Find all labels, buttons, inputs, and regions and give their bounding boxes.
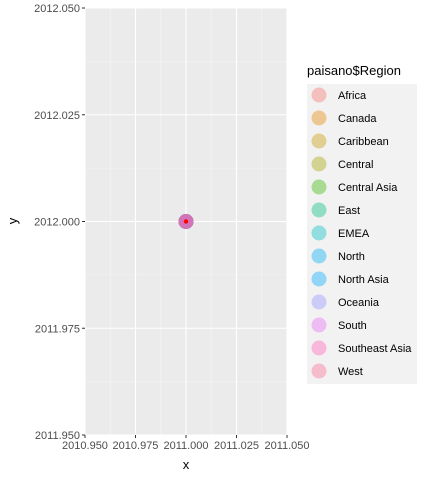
legend-key-oceania — [312, 295, 327, 310]
x-axis-title: x — [183, 457, 190, 472]
legend-key-north — [312, 249, 327, 264]
legend-label: East — [338, 205, 360, 217]
y-tick-label: 2012.050 — [34, 3, 80, 15]
legend-label: EMEA — [338, 228, 370, 240]
x-tick-label: 2011.050 — [264, 440, 309, 452]
legend-key-west — [312, 364, 327, 379]
legend-key-caribbean — [312, 134, 327, 149]
x-axis: 2010.950 2010.975 2011.000 2011.025 2011.050 — [62, 435, 309, 452]
x-tick-label: 2010.950 — [62, 440, 108, 452]
legend-label: Africa — [338, 90, 367, 102]
y-axis-title: y — [5, 217, 20, 224]
legend-title: paisano$Region — [307, 63, 401, 78]
legend-label: Central — [338, 159, 373, 171]
legend-key-emea — [312, 226, 327, 241]
legend-label: Central Asia — [338, 182, 398, 194]
highlight-point — [184, 219, 188, 223]
legend-key-central — [312, 157, 327, 172]
y-tick-label: 2012.025 — [34, 110, 80, 122]
legend: Africa Canada Caribbean Central Central Asia… — [307, 84, 417, 384]
legend-label: South — [338, 320, 367, 332]
legend-label: North Asia — [338, 274, 390, 286]
legend-label: Canada — [338, 113, 377, 125]
legend-label: Oceania — [338, 297, 380, 309]
y-tick-label: 2012.000 — [34, 217, 80, 229]
legend-key-africa — [312, 88, 327, 103]
legend-key-east — [312, 203, 327, 218]
legend-key-southeast-asia — [312, 341, 327, 356]
x-tick-label: 2011.000 — [163, 440, 208, 452]
x-tick-label: 2010.975 — [113, 440, 159, 452]
legend-key-north-asia — [312, 272, 327, 287]
legend-key-central-asia — [312, 180, 327, 195]
legend-label: North — [338, 251, 365, 263]
legend-key-south — [312, 318, 327, 333]
legend-key-canada — [312, 111, 327, 126]
x-tick-label: 2011.025 — [214, 440, 259, 452]
legend-label: Southeast Asia — [338, 343, 412, 355]
y-tick-label: 2011.975 — [35, 323, 80, 335]
points-layer — [179, 214, 194, 229]
legend-label: Caribbean — [338, 136, 389, 148]
legend-label: West — [338, 366, 363, 378]
